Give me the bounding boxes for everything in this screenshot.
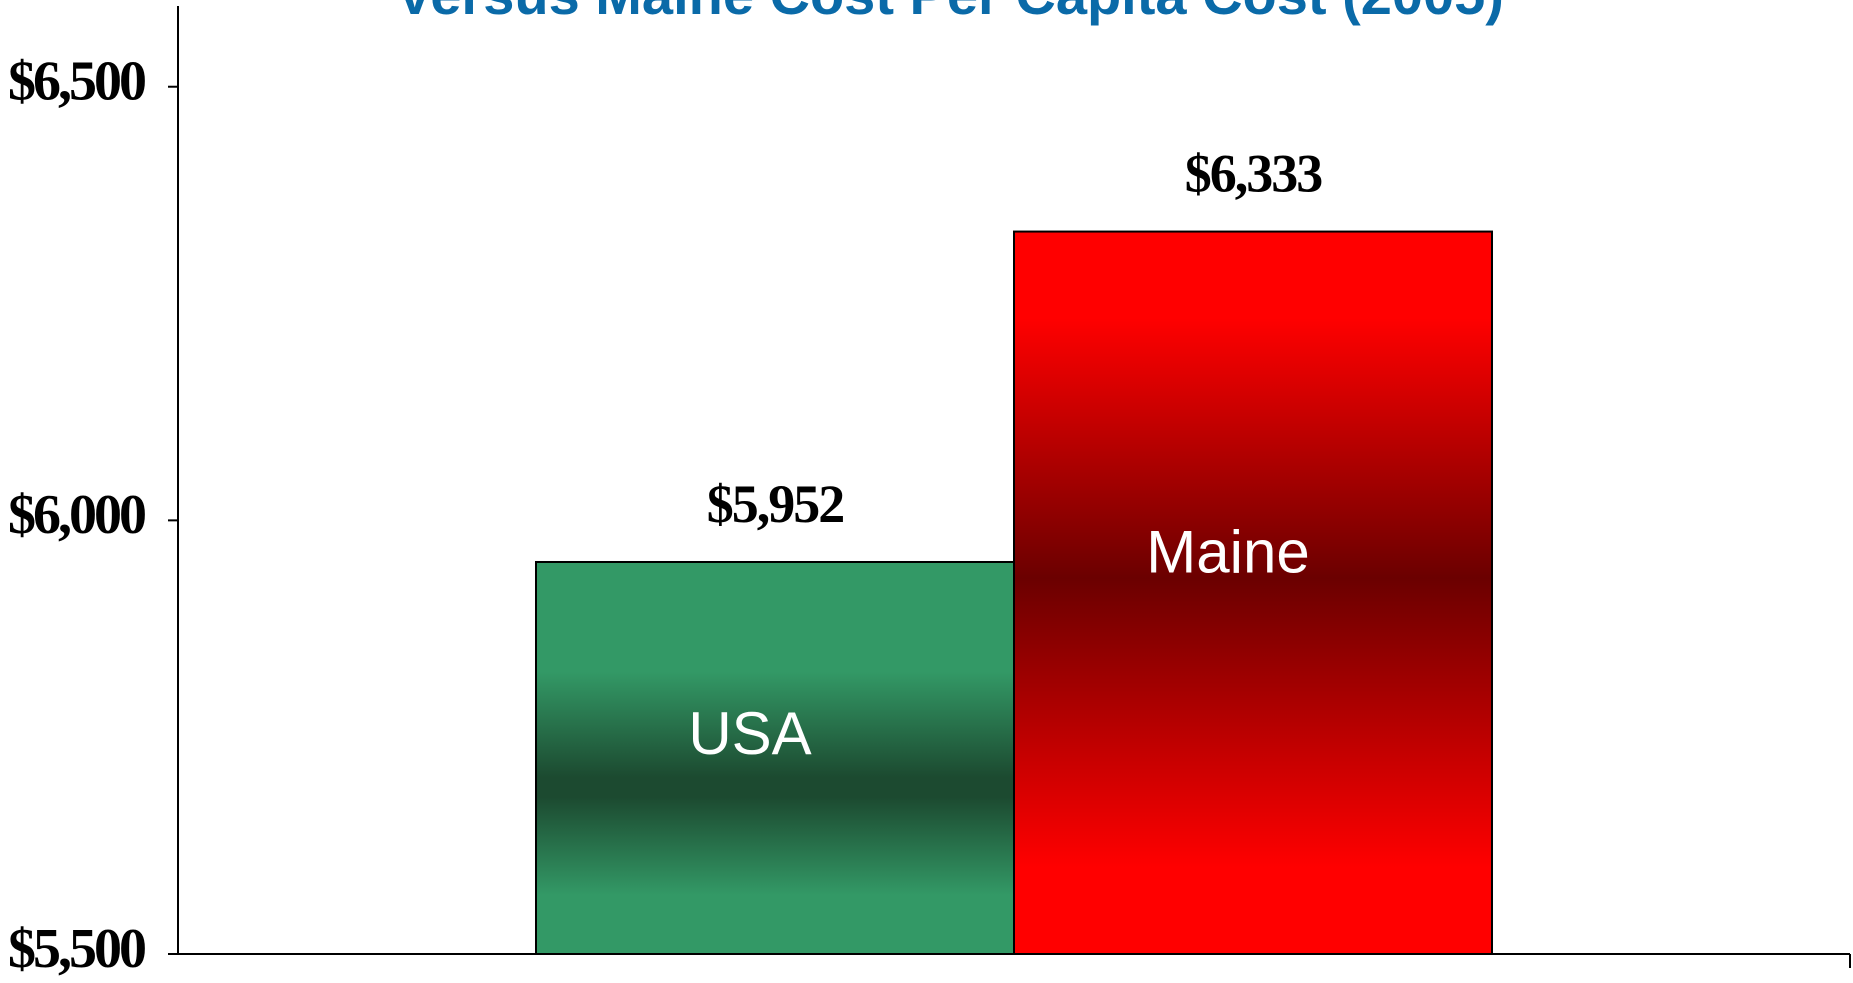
category-label: Maine [1146, 519, 1309, 586]
bar [535, 560, 1015, 955]
chart-title: Versus Maine Cost Per Capita Cost (2005) [396, 0, 1504, 26]
bar [1013, 230, 1493, 955]
y-tick-label: $6,500 [8, 51, 145, 113]
value-label: $6,333 [1185, 144, 1323, 204]
y-tick-label: $5,500 [8, 918, 145, 980]
y-tick-label: $6,000 [8, 484, 145, 546]
value-label: $5,952 [707, 474, 844, 534]
category-label: USA [688, 700, 811, 767]
